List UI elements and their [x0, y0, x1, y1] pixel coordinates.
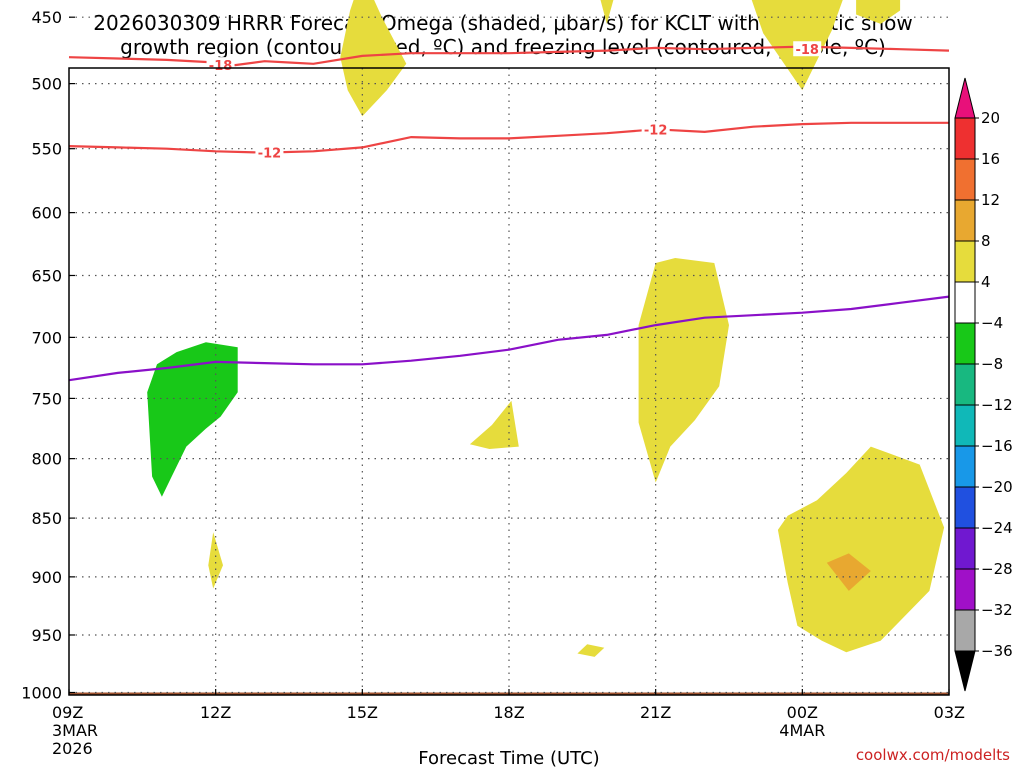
x-tick-sublabel-00Z: 4MAR: [779, 721, 825, 740]
y-tick-label-450: 450: [31, 8, 62, 27]
y-tick-label-650: 650: [31, 266, 62, 285]
y-tick-label-750: 750: [31, 389, 62, 408]
x-tick-sublabel2-09Z: 2026: [52, 739, 93, 758]
x-tick-label-00Z: 00Z: [787, 703, 818, 722]
x-tick-label-21Z: 21Z: [640, 703, 671, 722]
colorbar-label-3: 8: [981, 232, 991, 250]
colorbar-bottom-triangle: [954, 650, 976, 692]
colorbar-segment-7: [954, 363, 976, 406]
omega-region-10: [469, 400, 519, 449]
contour-label-bg-2-0: [255, 144, 284, 160]
omega-region-13: [826, 553, 871, 591]
contour-label-1-0: -18: [209, 59, 233, 74]
colorbar-label-8: −16: [981, 437, 1013, 455]
x-tick-label-15Z: 15Z: [347, 703, 378, 722]
omega-region-12: [777, 446, 945, 653]
omega-region-11: [208, 532, 223, 589]
contour-label-1-1: -18: [795, 43, 819, 58]
y-tick-label-700: 700: [31, 328, 62, 347]
colorbar-label-7: −12: [981, 396, 1013, 414]
colorbar: 20 16 12 8 4 −4 −8 −12 −16 −20 −24 −28 −32 −36: [954, 77, 1013, 692]
y-tick-label-900: 900: [31, 568, 62, 587]
colorbar-segment-10: [954, 486, 976, 529]
colorbar-segment-9: [954, 445, 976, 488]
colorbar-label-0: 20: [981, 109, 1000, 127]
colorbar-label-5: −4: [981, 314, 1003, 332]
omega-region-14: [577, 644, 605, 657]
contour-label-2-0: -12: [258, 147, 282, 162]
colorbar-segment-12: [954, 568, 976, 611]
contour-line-3: [68, 295, 950, 382]
contour-label-bg-2-1: [641, 121, 670, 137]
colorbar-segment-4: [954, 240, 976, 283]
contour-label-2-1: -12: [644, 123, 668, 138]
colorbar-label-1: 16: [981, 150, 1000, 168]
y-tick-label-550: 550: [31, 140, 62, 159]
colorbar-label-13: −36: [981, 642, 1013, 660]
x-tick-sublabel-09Z: 3MAR: [52, 721, 98, 740]
y-tick-label-1000: 1000: [21, 684, 62, 703]
colorbar-segment-2: [954, 158, 976, 201]
x-tick-label-09Z: 09Z: [52, 703, 83, 722]
colorbar-segment-6: [954, 322, 976, 365]
colorbar-label-4: 4: [981, 273, 991, 291]
contour-label-bg-1-1: [793, 41, 822, 57]
colorbar-top-triangle: [954, 77, 976, 119]
y-tick-label-600: 600: [31, 204, 62, 223]
omega-region-4: [600, 0, 614, 24]
omega-region-9: [638, 258, 729, 483]
omega-region-3: [340, 0, 407, 117]
colorbar-label-9: −20: [981, 478, 1013, 496]
colorbar-label-10: −24: [981, 519, 1013, 537]
omega-region-8: [856, 0, 901, 24]
colorbar-label-2: 12: [981, 191, 1000, 209]
colorbar-segment-5: [954, 281, 976, 324]
colorbar-label-12: −32: [981, 601, 1013, 619]
x-tick-label-12Z: 12Z: [200, 703, 231, 722]
x-tick-label-18Z: 18Z: [493, 703, 524, 722]
colorbar-segment-11: [954, 527, 976, 570]
x-tick-label-03Z: 03Z: [934, 703, 965, 722]
y-tick-label-950: 950: [31, 626, 62, 645]
colorbar-segment-1: [954, 117, 976, 160]
colorbar-segment-8: [954, 404, 976, 447]
credit-text: coolwx.com/modelts: [856, 746, 1010, 764]
colorbar-segment-3: [954, 199, 976, 242]
colorbar-label-11: −28: [981, 560, 1013, 578]
y-tick-label-800: 800: [31, 450, 62, 469]
contour-line-2: [68, 121, 949, 154]
colorbar-segment-13: [954, 609, 976, 652]
plot-area: -18-18-12-122503003504004505005506006507…: [21, 0, 965, 758]
y-tick-label-850: 850: [31, 509, 62, 528]
colorbar-label-6: −8: [981, 355, 1003, 373]
y-tick-label-500: 500: [31, 75, 62, 94]
x-axis-label: Forecast Time (UTC): [418, 748, 599, 768]
